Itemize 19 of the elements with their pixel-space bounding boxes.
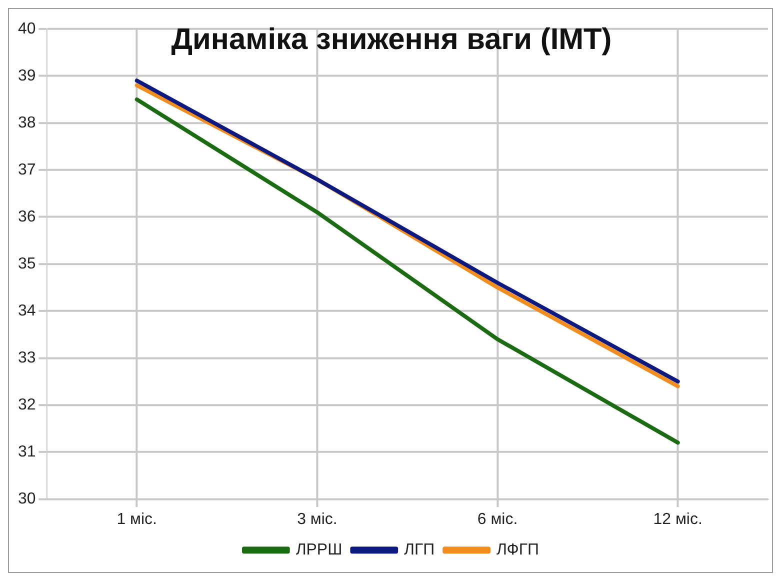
chart-title: Динаміка зниження ваги (ІМТ) <box>171 23 612 56</box>
y-tick-label: 39 <box>18 67 36 84</box>
x-tick-label: 1 міс. <box>116 510 157 528</box>
x-tick-label: 6 міс. <box>477 510 518 528</box>
legend-label: ЛРРШ <box>296 541 342 558</box>
y-tick-label: 31 <box>18 443 36 460</box>
y-tick-label: 33 <box>18 349 36 366</box>
legend-label: ЛФГП <box>496 541 539 558</box>
y-tick-label: 40 <box>18 20 36 38</box>
y-tick-label: 37 <box>18 161 36 178</box>
y-tick-label: 38 <box>18 114 36 132</box>
legend-label: ЛГП <box>404 541 435 558</box>
y-tick-label: 32 <box>18 396 36 414</box>
y-tick-label: 30 <box>18 490 36 508</box>
x-tick-label: 12 міс. <box>653 510 702 528</box>
y-tick-label: 34 <box>18 302 36 320</box>
y-tick-label: 35 <box>18 255 36 272</box>
y-tick-label: 36 <box>18 208 36 226</box>
x-tick-label: 3 міс. <box>297 510 338 528</box>
